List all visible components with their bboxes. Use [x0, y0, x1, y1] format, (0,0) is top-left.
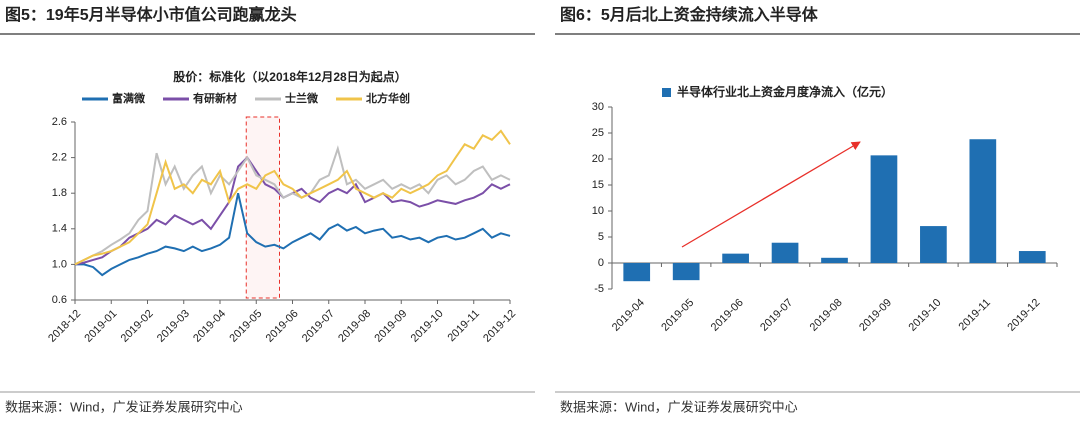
x-tick-label: 2019-05: [227, 308, 264, 345]
bar: [722, 253, 749, 263]
line-series: [74, 129, 511, 266]
y-tick-label: 1.4: [52, 223, 67, 235]
y-tick-label: 0.6: [52, 294, 67, 306]
bar: [870, 155, 898, 263]
x-tick-label: 2019-03: [155, 308, 192, 345]
x-tick-label: 2019-11: [957, 297, 993, 333]
bar: [1018, 251, 1046, 263]
x-tick-label: 2019-12: [481, 308, 518, 345]
y-tick-label: 1.0: [52, 258, 67, 270]
line-series: [74, 156, 511, 266]
x-tick-label: 2019-08: [336, 308, 373, 345]
chart-title: 图6：5月后北上资金持续流入半导体: [560, 5, 819, 24]
y-tick-label: 2.2: [52, 152, 67, 164]
x-tick-label: 2019-05: [659, 297, 696, 334]
y-tick-label: 1.8: [52, 187, 67, 199]
x-tick-label: 2019-09: [372, 308, 409, 345]
trend-arrow: [681, 141, 861, 248]
x-tick-label: 2019-04: [610, 297, 647, 334]
y-tick-label: -5: [594, 283, 604, 295]
y-tick-label: 20: [592, 153, 604, 165]
y-tick-label: 0: [598, 257, 604, 269]
legend-label: 富满微: [112, 91, 146, 105]
bar: [672, 263, 700, 281]
bar: [969, 139, 997, 263]
y-tick-label: 10: [592, 205, 604, 217]
legend-swatch: [662, 88, 671, 97]
source: 数据来源：Wind，广发证券发展研究中心: [5, 399, 243, 414]
y-tick-label: 2.6: [52, 116, 67, 128]
y-tick-label: 30: [592, 101, 604, 113]
legend-label: 有研新材: [193, 91, 237, 105]
x-tick-label: 2019-02: [119, 308, 156, 345]
line-series: [74, 145, 511, 266]
y-tick-label: 5: [598, 231, 604, 243]
x-tick-label: 2019-10: [907, 297, 944, 334]
x-tick-label: 2019-01: [82, 308, 119, 345]
bar: [920, 226, 947, 263]
bar: [771, 242, 799, 263]
highlight-box: [245, 116, 280, 299]
x-tick-label: 2019-10: [409, 308, 446, 345]
x-tick-label: 2019-07: [758, 297, 795, 334]
x-tick-label: 2019-07: [300, 308, 337, 345]
line-series: [75, 192, 511, 277]
x-tick-label: 2019-11: [445, 308, 481, 344]
chart-title: 图5：19年5月半导体小市值公司跑赢龙头: [5, 5, 297, 24]
x-tick-label: 2019-12: [1005, 297, 1042, 334]
y-tick-label: 15: [592, 179, 604, 191]
x-tick-label: 2019-08: [808, 297, 845, 334]
bar: [623, 263, 651, 282]
x-tick-label: 2019-06: [709, 297, 746, 334]
chart-subtitle: 股价：标准化（以2018年12月28日为起点）: [173, 69, 406, 84]
x-tick-label: 2018-12: [46, 308, 83, 345]
x-tick-label: 2019-09: [857, 297, 894, 334]
x-tick-label: 2019-06: [264, 308, 301, 345]
source: 数据来源：Wind，广发证券发展研究中心: [560, 399, 798, 414]
x-tick-label: 2019-04: [191, 308, 228, 345]
y-tick-label: 25: [592, 127, 604, 139]
bar: [821, 257, 848, 263]
legend-label: 半导体行业北上资金月度净流入（亿元）: [677, 84, 893, 99]
legend-label: 士兰微: [285, 91, 319, 105]
legend-label: 北方华创: [366, 91, 410, 105]
